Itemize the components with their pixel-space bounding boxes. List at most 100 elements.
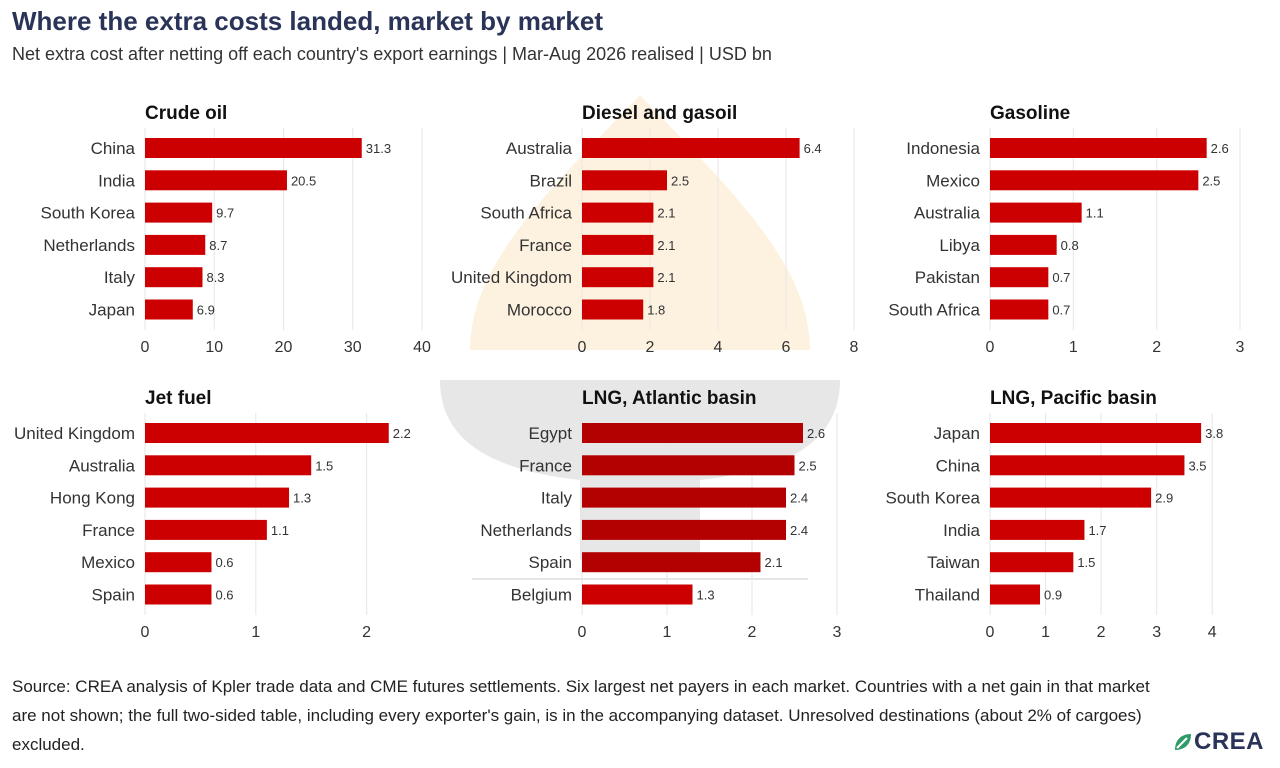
bar [582, 455, 795, 476]
data-label: 3.5 [1188, 458, 1206, 473]
data-label: 1.7 [1088, 523, 1106, 538]
category-label: Netherlands [480, 521, 572, 540]
bar [582, 487, 786, 508]
chart-title: Jet fuel [145, 388, 212, 409]
x-tick-label: 4 [1208, 624, 1217, 641]
category-label: Italy [104, 268, 136, 287]
chart-title: Gasoline [990, 103, 1070, 124]
category-label: China [936, 456, 981, 475]
category-label: United Kingdom [451, 268, 572, 287]
x-tick-label: 3 [833, 624, 842, 641]
x-tick-label: 0 [141, 624, 150, 641]
x-tick-label: 10 [205, 339, 223, 356]
bar [990, 423, 1202, 443]
x-tick-label: 1 [1069, 339, 1078, 356]
data-label: 2.1 [657, 238, 675, 253]
data-label: 0.7 [1052, 270, 1070, 285]
bar [990, 552, 1074, 573]
data-label: 2.4 [790, 491, 808, 506]
category-label: South Africa [888, 301, 980, 320]
x-tick-label: 1 [251, 624, 260, 641]
bar [145, 552, 212, 573]
bar [145, 487, 290, 508]
data-label: 2.5 [1202, 173, 1220, 188]
category-label: Belgium [511, 586, 572, 605]
category-label: Italy [541, 489, 573, 508]
x-tick-label: 8 [850, 339, 859, 356]
category-label: Australia [69, 456, 136, 475]
bar [145, 267, 203, 288]
bar [990, 170, 1199, 191]
category-label: Australia [914, 204, 981, 223]
category-label: Mexico [926, 171, 980, 190]
bar [990, 299, 1049, 320]
category-label: Spain [529, 553, 572, 572]
chart-panel-5: LNG, Atlantic basin 0 1 2 3 Egypt 2.6 France 2.5… [480, 388, 841, 641]
crea-leaf-icon [1175, 734, 1191, 750]
category-label: Japan [934, 424, 980, 443]
bar [582, 170, 667, 191]
x-tick-label: 1 [1041, 624, 1050, 641]
bar [990, 138, 1207, 158]
data-label: 1.5 [1077, 555, 1095, 570]
category-label: Egypt [529, 424, 573, 443]
data-label: 1.8 [647, 303, 665, 318]
category-label: Mexico [81, 553, 135, 572]
chart-panel-2: Diesel and gasoil 0 2 4 6 8 Australia 6.4 Brazil… [451, 103, 859, 356]
data-label: 2.1 [657, 206, 675, 221]
bar [582, 267, 654, 288]
data-label: 0.9 [1044, 588, 1062, 603]
bar [145, 234, 206, 255]
category-label: India [943, 521, 980, 540]
bar [582, 234, 654, 255]
category-label: South Africa [480, 204, 572, 223]
category-label: South Korea [885, 489, 980, 508]
bar [582, 138, 800, 158]
data-label: 0.6 [215, 588, 233, 603]
data-label: 1.1 [1086, 206, 1104, 221]
data-label: 1.5 [315, 458, 333, 473]
category-label: Morocco [507, 301, 572, 320]
x-tick-label: 30 [344, 339, 362, 356]
bar [145, 455, 312, 476]
x-tick-label: 6 [782, 339, 791, 356]
bar [582, 552, 761, 573]
x-tick-label: 2 [1097, 624, 1106, 641]
data-label: 6.9 [197, 303, 215, 318]
bar [990, 267, 1049, 288]
category-label: Indonesia [906, 139, 980, 158]
data-label: 2.4 [790, 523, 808, 538]
data-label: 2.6 [807, 426, 825, 441]
category-label: Spain [92, 586, 135, 605]
x-tick-label: 3 [1236, 339, 1245, 356]
data-label: 2.1 [657, 270, 675, 285]
category-label: France [82, 521, 135, 540]
data-label: 2.6 [1211, 141, 1229, 156]
category-label: France [519, 236, 572, 255]
category-label: China [91, 139, 136, 158]
bar [582, 299, 644, 320]
chart-title: LNG, Atlantic basin [582, 388, 757, 409]
data-label: 2.2 [393, 426, 411, 441]
chart-title: Diesel and gasoil [582, 103, 737, 124]
source-footnote: Source: CREA analysis of Kpler trade dat… [12, 677, 1150, 754]
x-tick-label: 3 [1152, 624, 1161, 641]
chart-panel-6: LNG, Pacific basin 0 1 2 3 4 Japan 3.8 China 3.5 S… [885, 388, 1223, 641]
bar [990, 487, 1152, 508]
category-label: France [519, 456, 572, 475]
crea-logo-text: CREA [1194, 728, 1265, 755]
x-tick-label: 0 [986, 624, 995, 641]
data-label: 9.7 [216, 206, 234, 221]
category-label: Hong Kong [50, 489, 135, 508]
x-tick-label: 20 [275, 339, 293, 356]
category-label: Japan [89, 301, 135, 320]
crea-logo: CREA [1172, 728, 1264, 756]
bar [582, 519, 786, 540]
data-label: 0.7 [1052, 303, 1070, 318]
bar [145, 299, 193, 320]
category-label: United Kingdom [14, 424, 135, 443]
chart-title: LNG, Pacific basin [990, 388, 1157, 409]
category-label: South Korea [40, 204, 135, 223]
category-label: Netherlands [43, 236, 135, 255]
